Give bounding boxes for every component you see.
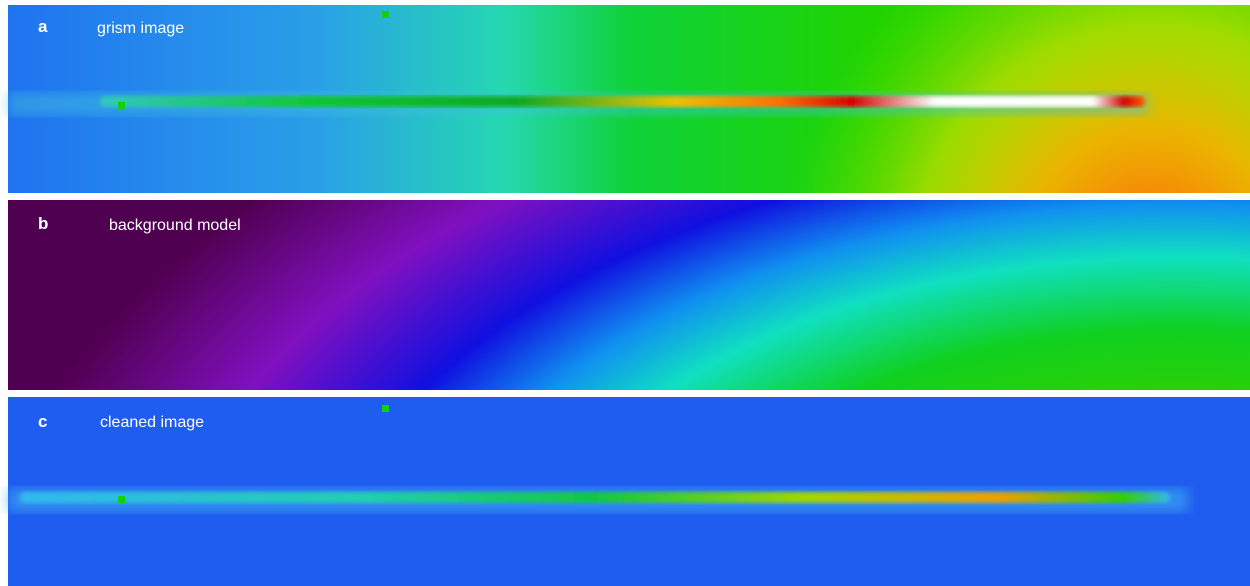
panel-letter: b (38, 214, 48, 233)
panel-letter: c (38, 412, 47, 431)
panel-label: cleaned image (100, 414, 204, 431)
panel-c: c cleaned image (8, 397, 1250, 586)
spectrum-streak (100, 96, 1145, 107)
panel-letter: a (38, 17, 48, 36)
panel-label: grism image (97, 20, 184, 37)
panel-label: background model (109, 217, 241, 234)
marker (118, 102, 125, 109)
panel-a: a grism image (8, 5, 1250, 193)
image (8, 200, 1250, 390)
marker (118, 496, 125, 503)
panel-b: b background model (8, 200, 1250, 390)
marker (382, 11, 389, 18)
marker (382, 405, 389, 412)
spectrum-streak (20, 492, 1170, 503)
